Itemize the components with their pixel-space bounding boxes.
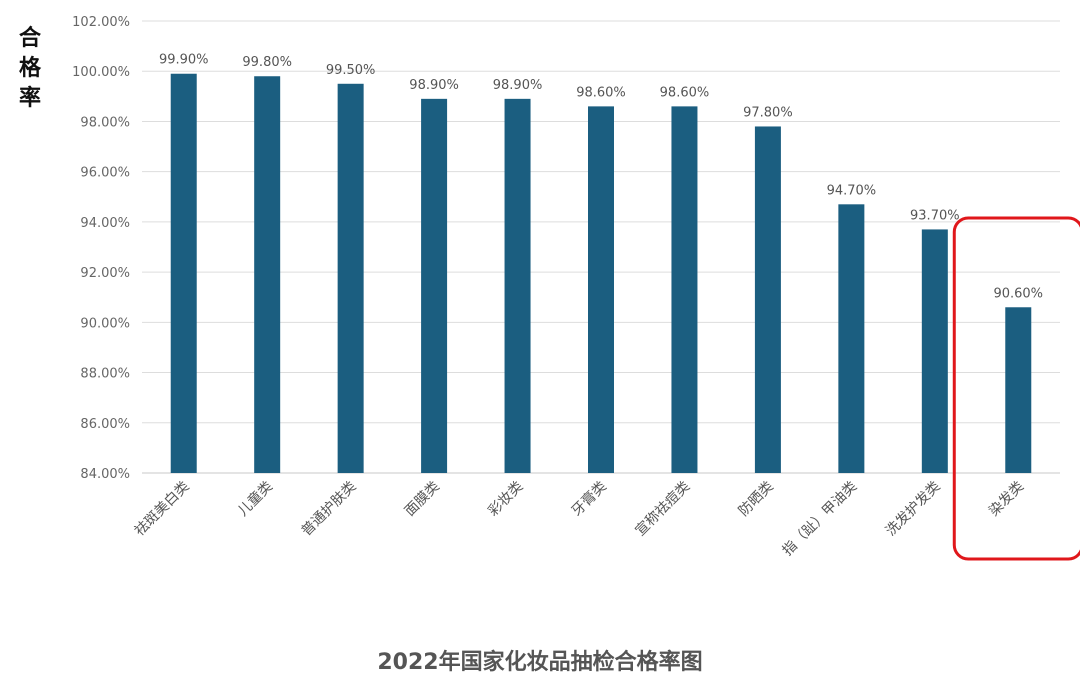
bar [504, 98, 531, 473]
data-label: 97.80% [743, 105, 793, 120]
x-tick-label: 防晒类 [736, 479, 777, 520]
chart-title: 2022年国家化妆品抽检合格率图 [377, 650, 703, 675]
x-tick-label: 宣称祛痘类 [632, 479, 693, 540]
x-tick-label: 面膜类 [402, 479, 443, 520]
data-label: 98.90% [493, 78, 543, 93]
bar-chart: 84.00% 86.00% 88.00% 90.00% 92.00% 94.00% 96.0… [72, 15, 1080, 561]
x-tick-label: 儿童类 [234, 478, 276, 520]
bar [588, 106, 614, 473]
data-label: 99.50% [326, 63, 376, 78]
y-tick-label: 84.00% [80, 467, 130, 482]
y-axis-label-char: 率 [18, 86, 41, 111]
bar [921, 229, 948, 473]
highlight-box [952, 216, 1080, 561]
y-axis-label: 合格率 [14, 24, 46, 114]
y-tick-label: 100.00% [72, 65, 130, 80]
y-tick-label: 90.00% [80, 316, 130, 331]
data-label: 98.60% [576, 85, 626, 100]
bar [254, 76, 281, 473]
data-label: 93.70% [910, 208, 960, 223]
y-tick-label: 94.00% [80, 216, 130, 231]
bar [1005, 307, 1032, 473]
data-label: 94.70% [827, 183, 877, 198]
data-label: 90.60% [993, 286, 1043, 301]
bar [838, 204, 865, 474]
x-tick-label: 牙膏类 [568, 478, 610, 520]
y-tick-label: 96.00% [80, 166, 130, 181]
data-label: 99.90% [159, 53, 209, 68]
data-label: 98.60% [660, 85, 710, 100]
y-axis-label-char: 格 [18, 56, 41, 81]
data-label: 98.90% [409, 78, 459, 93]
x-tick-label: 洗发护发类 [883, 479, 944, 540]
bar [421, 98, 448, 473]
bar [170, 73, 197, 473]
y-tick-label: 86.00% [80, 417, 130, 432]
bar [671, 106, 698, 473]
y-tick-label: 98.00% [80, 115, 130, 130]
y-tick-label: 88.00% [80, 367, 130, 382]
x-tick-label: 祛斑美白类 [132, 479, 193, 540]
y-tick-label: 92.00% [80, 266, 130, 281]
x-tick-label: 指（趾）甲油类 [780, 479, 861, 560]
y-axis-label-char: 合 [18, 26, 41, 51]
data-label: 99.80% [242, 55, 292, 70]
y-tick-label: 102.00% [72, 15, 130, 30]
bar [754, 126, 781, 473]
x-tick-label: 染发类 [986, 479, 1027, 520]
x-tick-label: 普通护肤类 [299, 479, 360, 540]
x-tick-label: 彩妆类 [485, 479, 526, 520]
bar [337, 83, 364, 474]
